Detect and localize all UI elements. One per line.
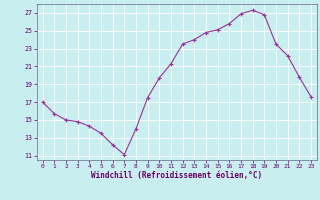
X-axis label: Windchill (Refroidissement éolien,°C): Windchill (Refroidissement éolien,°C) (91, 171, 262, 180)
